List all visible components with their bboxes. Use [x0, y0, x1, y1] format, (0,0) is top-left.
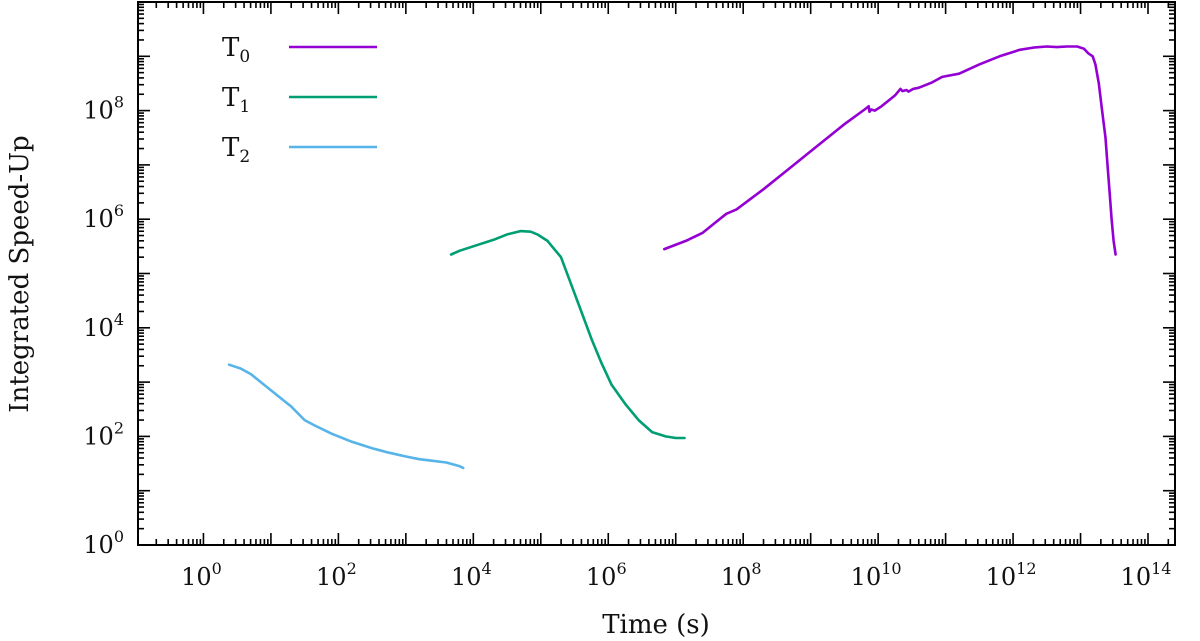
x-tick-label: 100 — [181, 559, 222, 591]
x-tick-label: 1012 — [986, 559, 1037, 591]
x-tick-label: 102 — [316, 559, 357, 591]
x-axis: 100 102 104 106 108 1010 1012 1014 — [155, 2, 1172, 591]
y-tick-label: 100 — [83, 527, 124, 559]
x-tick-label: 1014 — [1121, 559, 1172, 591]
series-line-t0 — [663, 45, 1117, 256]
x-tick-label: 106 — [586, 559, 627, 591]
x-tick-label: 1010 — [851, 559, 902, 591]
y-tick-label: 104 — [83, 310, 124, 342]
legend: T0 T1 T2 — [222, 33, 377, 167]
x-tick-label: 108 — [721, 559, 762, 591]
y-tick-label: 102 — [83, 418, 124, 450]
legend-label: T2 — [222, 133, 250, 167]
y-tick-label: 106 — [83, 201, 124, 233]
series-line-t1 — [449, 229, 686, 440]
x-axis-title: Time (s) — [602, 610, 710, 640]
series-line-t2 — [227, 363, 465, 470]
x-tick-label: 104 — [451, 559, 492, 591]
y-tick-label: 108 — [83, 93, 124, 125]
legend-label: T0 — [222, 33, 250, 67]
series-layer — [227, 45, 1117, 470]
y-axis: 100 102 104 106 108 — [83, 3, 1175, 559]
plot-frame — [137, 1, 1176, 546]
legend-label: T1 — [222, 83, 250, 117]
y-axis-title: Integrated Speed-Up — [5, 135, 35, 412]
